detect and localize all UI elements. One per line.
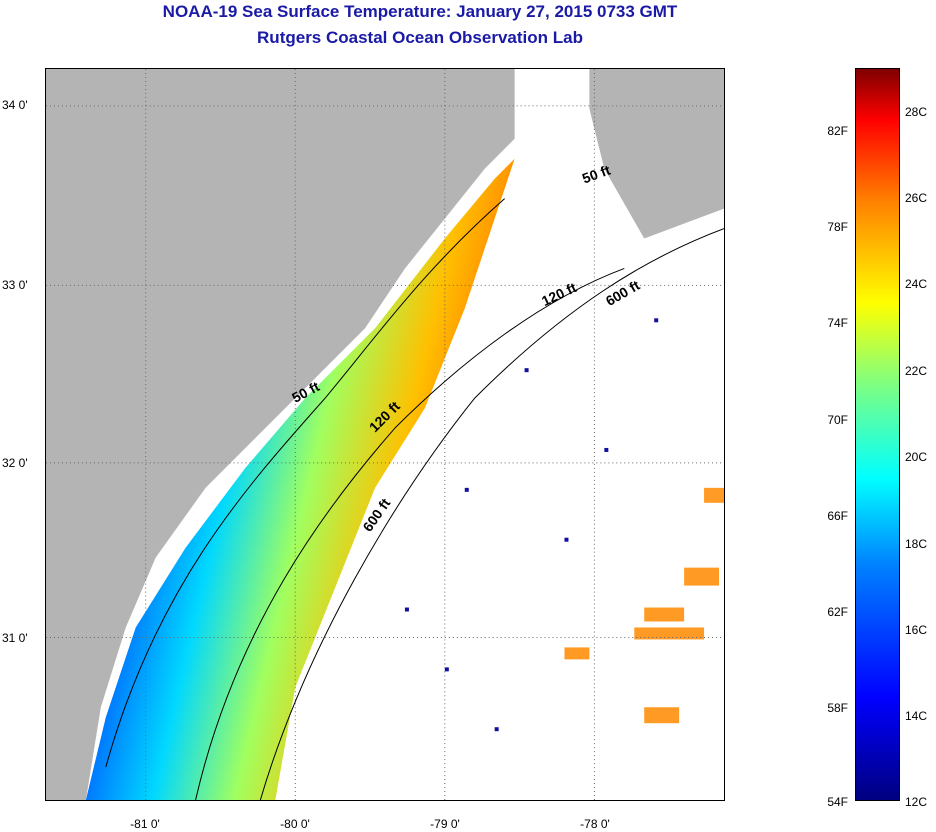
colorbar-c-label: 20C [905,450,928,464]
x-tick-label: -79 0' [430,817,460,831]
contour-50ft [105,198,505,768]
colorbar-f-label: 70F [827,413,848,427]
x-tick-label: -78 0' [580,817,610,831]
land-mass [46,69,515,800]
contour-600ft [259,228,724,800]
colorbar-f-label: 78F [827,220,848,234]
y-tick-label: 32 0' [2,456,28,470]
colorbar-f-label: 62F [827,605,848,619]
colorbar-c-label: 26C [905,191,928,205]
colorbar-f-label: 74F [827,316,848,330]
sst-map: 50 ft 120 ft 600 ft 50 ft 120 ft 600 ft [45,68,725,801]
colorbar-f-label: 82F [827,124,848,138]
colorbar-f-label: 54F [827,795,848,809]
y-tick-label: 34 0' [2,98,28,112]
x-tick-label: -80 0' [280,817,310,831]
colorbar [855,68,900,801]
colorbar-c-label: 18C [905,537,928,551]
map-subtitle: Rutgers Coastal Ocean Observation Lab [257,28,583,47]
colorbar-c-label: 12C [905,795,928,809]
scatter-pixels [404,318,659,732]
warm-patches [564,487,724,724]
colorbar-f-label: 66F [827,509,848,523]
y-tick-label: 33 0' [2,278,28,292]
colorbar-c-label: 14C [905,709,928,723]
colorbar-c-label: 16C [905,623,928,637]
y-tick-label: 31 0' [2,631,28,645]
colorbar-f-label: 58F [827,701,848,715]
colorbar-c-label: 28C [905,105,928,119]
contour-120ft [195,267,625,800]
x-tick-label: -81 0' [130,817,160,831]
ocean-sst-field [85,158,515,800]
map-title: NOAA-19 Sea Surface Temperature: January… [162,2,678,21]
colorbar-c-label: 22C [905,364,928,378]
colorbar-c-label: 24C [905,277,928,291]
